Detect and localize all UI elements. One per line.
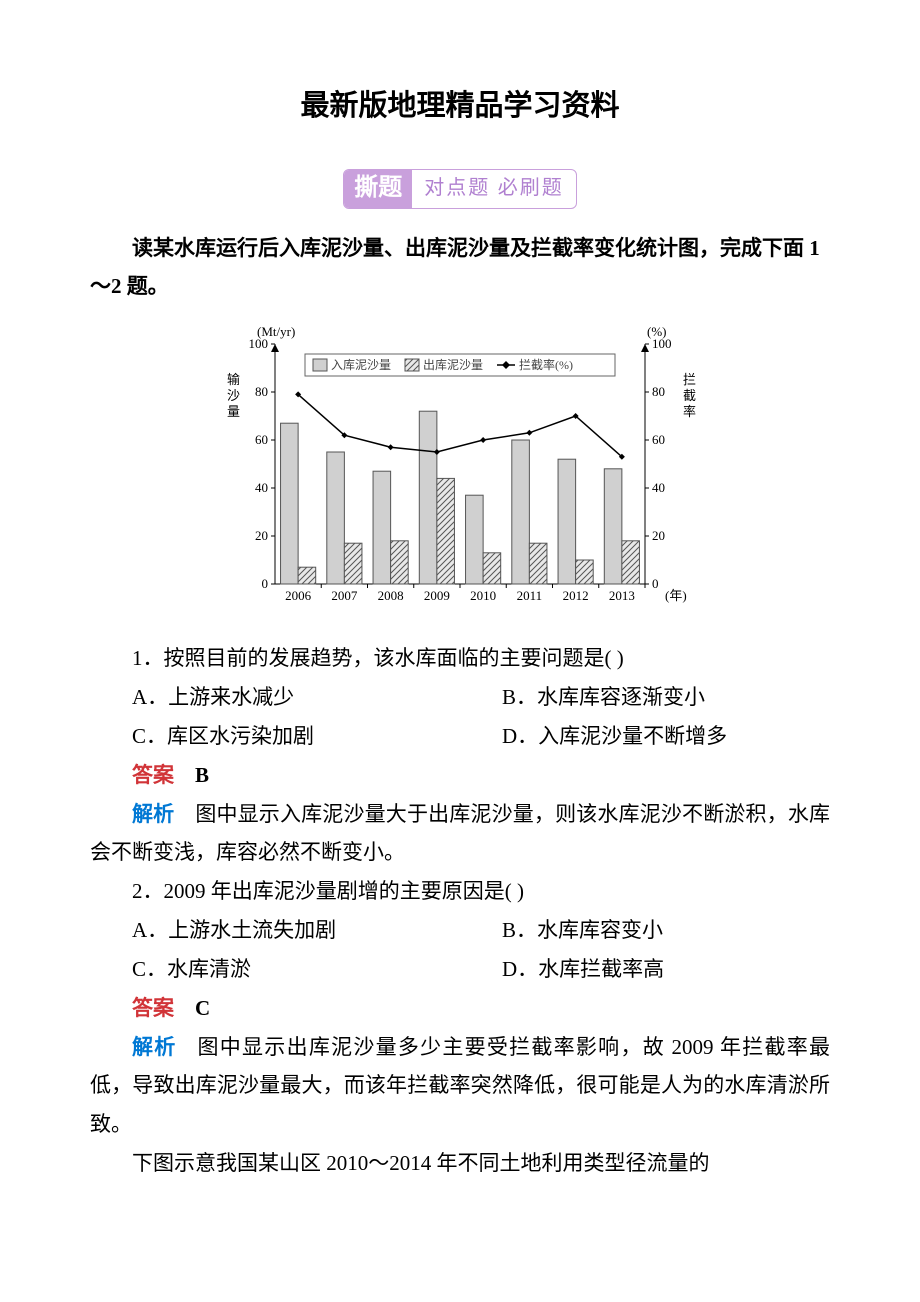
q1-options-row2: C．库区水污染加剧 D．入库泥沙量不断增多 <box>90 717 830 756</box>
svg-text:(%): (%) <box>647 324 667 339</box>
q1-opt-b: B．水库库容逐渐变小 <box>460 678 830 717</box>
svg-text:2008: 2008 <box>378 588 404 603</box>
svg-text:2012: 2012 <box>563 588 589 603</box>
svg-text:量: 量 <box>227 404 240 419</box>
q2-analysis: 解析图中显示出库泥沙量多少主要受拦截率影响，故 2009 年拦截率最低，导致出库… <box>90 1028 830 1145</box>
svg-text:80: 80 <box>652 384 665 399</box>
q2-options-row1: A．上游水土流失加剧 B．水库库容变小 <box>90 911 830 950</box>
sediment-chart: 002020404060608080100100(Mt/yr)(%)输沙量拦截率… <box>90 316 830 629</box>
svg-text:2009: 2009 <box>424 588 450 603</box>
q2-analysis-text: 图中显示出库泥沙量多少主要受拦截率影响，故 2009 年拦截率最低，导致出库泥沙… <box>90 1035 830 1137</box>
svg-text:0: 0 <box>652 576 659 591</box>
q2-opt-d: D．水库拦截率高 <box>460 950 830 989</box>
svg-text:2013: 2013 <box>609 588 635 603</box>
q1-opt-d: D．入库泥沙量不断增多 <box>460 717 830 756</box>
answer-label: 答案 <box>132 763 174 787</box>
svg-text:60: 60 <box>255 432 268 447</box>
svg-text:40: 40 <box>652 480 665 495</box>
q1-answer-value: B <box>195 763 209 787</box>
q2-stem: 2．2009 年出库泥沙量剧增的主要原因是( ) <box>90 872 830 911</box>
svg-text:2006: 2006 <box>285 588 312 603</box>
svg-text:40: 40 <box>255 480 268 495</box>
svg-text:沙: 沙 <box>227 388 240 403</box>
q1-stem: 1．按照目前的发展趋势，该水库面临的主要问题是( ) <box>90 639 830 678</box>
badge-left: 撕题 <box>344 170 412 208</box>
svg-text:0: 0 <box>262 576 269 591</box>
svg-text:(年): (年) <box>665 588 687 603</box>
svg-text:2011: 2011 <box>517 588 543 603</box>
svg-text:率: 率 <box>683 404 696 419</box>
q2-opt-b: B．水库库容变小 <box>460 911 830 950</box>
analysis-label: 解析 <box>132 802 174 826</box>
answer-label: 答案 <box>132 996 174 1020</box>
q2-opt-c: C．水库清淤 <box>90 950 460 989</box>
q1-analysis: 解析图中显示入库泥沙量大于出库泥沙量，则该水库泥沙不断淤积，水库会不断变浅，库容… <box>90 795 830 873</box>
page-title: 最新版地理精品学习资料 <box>90 80 830 134</box>
q1-options-row1: A．上游来水减少 B．水库库容逐渐变小 <box>90 678 830 717</box>
svg-text:出库泥沙量: 出库泥沙量 <box>423 357 483 372</box>
svg-text:20: 20 <box>652 528 665 543</box>
svg-text:拦: 拦 <box>683 372 696 387</box>
q1-opt-a: A．上游来水减少 <box>90 678 460 717</box>
analysis-label: 解析 <box>132 1035 177 1059</box>
q1-answer: 答案 B <box>90 756 830 795</box>
svg-text:输: 输 <box>227 372 240 387</box>
badge-right: 对点题 必刷题 <box>412 170 576 207</box>
svg-text:2007: 2007 <box>331 588 358 603</box>
svg-text:2010: 2010 <box>470 588 496 603</box>
svg-text:20: 20 <box>255 528 268 543</box>
svg-text:拦截率(%): 拦截率(%) <box>519 357 573 372</box>
q2-opt-a: A．上游水土流失加剧 <box>90 911 460 950</box>
svg-text:(Mt/yr): (Mt/yr) <box>257 324 295 339</box>
svg-text:入库泥沙量: 入库泥沙量 <box>331 357 391 372</box>
q1-opt-c: C．库区水污染加剧 <box>90 717 460 756</box>
svg-text:截: 截 <box>683 388 696 403</box>
intro-paragraph: 读某水库运行后入库泥沙量、出库泥沙量及拦截率变化统计图，完成下面 1～2 题。 <box>90 229 830 307</box>
q2-options-row2: C．水库清淤 D．水库拦截率高 <box>90 950 830 989</box>
svg-text:60: 60 <box>652 432 665 447</box>
q2-answer: 答案 C <box>90 989 830 1028</box>
svg-text:80: 80 <box>255 384 268 399</box>
q1-analysis-text: 图中显示入库泥沙量大于出库泥沙量，则该水库泥沙不断淤积，水库会不断变浅，库容必然… <box>90 802 830 865</box>
section-badge: 撕题 对点题 必刷题 <box>90 169 830 209</box>
q2-answer-value: C <box>195 996 210 1020</box>
tail-paragraph: 下图示意我国某山区 2010～2014 年不同土地利用类型径流量的 <box>90 1144 830 1183</box>
